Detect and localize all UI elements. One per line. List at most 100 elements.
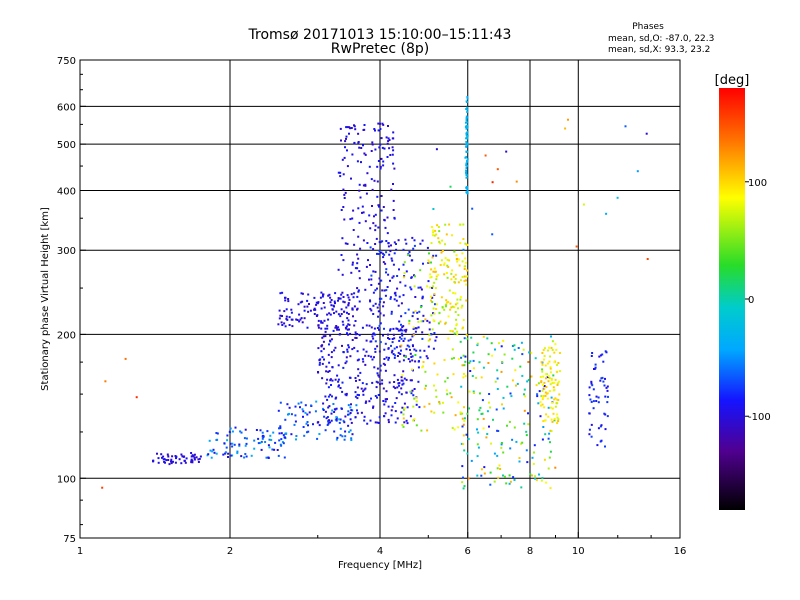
data-point bbox=[317, 319, 320, 322]
data-point bbox=[350, 127, 353, 129]
data-point bbox=[498, 464, 501, 467]
data-point bbox=[320, 350, 323, 353]
data-point bbox=[435, 303, 438, 306]
data-point bbox=[193, 453, 196, 456]
data-point bbox=[317, 371, 320, 374]
data-point bbox=[510, 395, 513, 398]
data-point bbox=[354, 128, 357, 131]
data-point bbox=[333, 305, 335, 308]
data-point bbox=[396, 275, 399, 277]
data-point bbox=[450, 306, 453, 309]
data-point bbox=[393, 167, 396, 170]
data-point bbox=[377, 122, 380, 125]
data-point bbox=[376, 381, 379, 384]
data-point bbox=[551, 382, 554, 385]
data-point bbox=[262, 436, 265, 439]
data-point bbox=[326, 313, 329, 316]
data-point bbox=[592, 388, 595, 391]
data-point bbox=[340, 407, 343, 410]
data-point bbox=[433, 312, 436, 315]
data-point bbox=[597, 427, 600, 430]
data-point bbox=[488, 401, 490, 404]
data-point bbox=[450, 272, 453, 275]
data-point bbox=[384, 363, 386, 366]
data-point bbox=[348, 413, 351, 416]
data-point bbox=[447, 266, 450, 268]
data-point bbox=[361, 326, 364, 329]
data-point bbox=[390, 414, 393, 417]
data-point bbox=[343, 193, 346, 196]
data-point bbox=[393, 216, 396, 219]
data-point bbox=[335, 418, 338, 421]
data-point bbox=[162, 455, 165, 458]
data-point bbox=[432, 307, 435, 310]
data-point bbox=[512, 476, 515, 479]
data-point bbox=[327, 370, 330, 373]
data-point bbox=[409, 390, 412, 393]
data-point bbox=[395, 397, 398, 400]
data-point bbox=[465, 171, 467, 174]
data-point bbox=[284, 296, 287, 299]
data-point bbox=[400, 349, 402, 352]
data-point bbox=[350, 293, 353, 296]
data-point bbox=[466, 108, 469, 111]
data-points bbox=[101, 96, 649, 490]
data-point bbox=[353, 243, 356, 246]
data-point bbox=[552, 389, 555, 392]
data-point bbox=[332, 329, 335, 332]
data-point bbox=[411, 335, 414, 338]
data-point bbox=[478, 409, 481, 412]
data-point bbox=[401, 406, 404, 409]
data-point bbox=[369, 264, 371, 266]
data-point bbox=[233, 443, 236, 446]
data-point bbox=[534, 477, 537, 480]
data-point bbox=[383, 415, 386, 418]
data-point bbox=[346, 332, 348, 335]
data-point bbox=[465, 169, 468, 172]
data-point bbox=[341, 291, 344, 294]
data-point bbox=[356, 307, 359, 310]
data-point bbox=[353, 141, 356, 144]
data-point bbox=[402, 294, 405, 297]
data-point bbox=[412, 345, 414, 348]
data-point bbox=[427, 339, 430, 342]
data-point bbox=[509, 480, 512, 483]
data-point bbox=[389, 250, 392, 253]
data-point bbox=[392, 199, 395, 202]
data-point bbox=[309, 309, 312, 312]
data-point bbox=[372, 406, 374, 409]
data-point bbox=[521, 374, 524, 377]
data-point bbox=[350, 439, 353, 441]
data-point bbox=[446, 264, 449, 267]
data-point bbox=[295, 438, 297, 441]
data-point bbox=[231, 430, 234, 433]
data-point bbox=[335, 396, 338, 399]
data-point bbox=[298, 313, 301, 316]
data-point bbox=[229, 442, 232, 445]
data-point bbox=[378, 422, 381, 424]
data-point bbox=[435, 278, 438, 281]
data-point bbox=[459, 296, 462, 299]
data-point bbox=[340, 209, 343, 211]
data-point bbox=[307, 424, 309, 427]
data-point bbox=[356, 287, 359, 290]
data-point bbox=[415, 327, 418, 330]
data-point bbox=[339, 427, 342, 430]
data-point bbox=[379, 341, 382, 344]
data-point bbox=[408, 319, 411, 322]
data-point bbox=[457, 314, 460, 317]
data-point bbox=[286, 318, 289, 321]
data-point bbox=[212, 448, 215, 451]
data-point bbox=[357, 289, 360, 292]
data-point bbox=[407, 339, 410, 342]
data-point bbox=[321, 356, 324, 359]
data-point bbox=[529, 473, 532, 476]
data-point bbox=[238, 443, 241, 446]
data-point bbox=[427, 345, 430, 348]
data-point bbox=[446, 393, 449, 396]
data-point bbox=[387, 242, 390, 245]
data-point bbox=[372, 313, 375, 315]
data-point bbox=[384, 342, 387, 345]
data-point bbox=[385, 268, 388, 271]
data-point bbox=[511, 438, 514, 441]
